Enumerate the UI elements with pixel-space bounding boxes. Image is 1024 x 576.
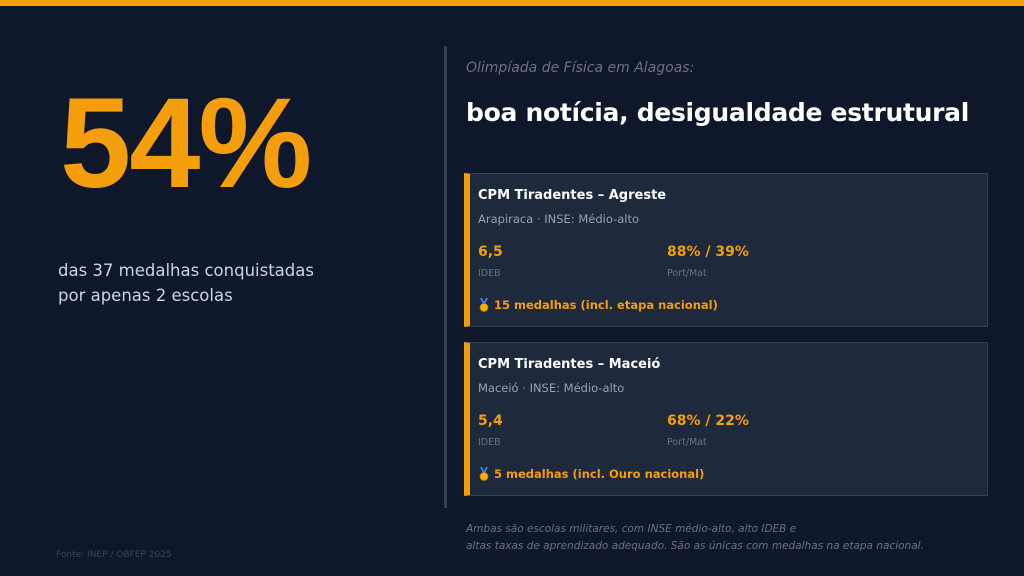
- metric-ideb: 5,4 IDEB: [478, 413, 503, 448]
- kicker-text: Olimpíada de Física em Alagoas:: [466, 60, 695, 76]
- card-title: CPM Tiradentes – Agreste: [478, 188, 667, 203]
- footnote-line-2: altas taxas de aprendizado adequado. São…: [466, 540, 924, 552]
- footnote: Ambas são escolas militares, com INSE mé…: [466, 521, 986, 555]
- top-accent-bar: [0, 0, 1024, 6]
- big-stat-percentage: 54%: [60, 72, 312, 215]
- card-title: CPM Tiradentes – Maceió: [478, 357, 661, 372]
- footnote-line-1: Ambas são escolas militares, com INSE mé…: [466, 523, 797, 535]
- metric-ideb-label: IDEB: [478, 268, 501, 279]
- card-subtitle: Maceió · INSE: Médio-alto: [478, 381, 625, 395]
- school-card-maceio: CPM Tiradentes – Maceió Maceió · INSE: M…: [464, 342, 988, 496]
- card-subtitle: Arapiraca · INSE: Médio-alto: [478, 212, 640, 226]
- stat-description-line-1: das 37 medalhas conquistadas: [58, 261, 314, 280]
- metric-ideb: 6,5 IDEB: [478, 244, 503, 279]
- stat-description: das 37 medalhas conquistadas por apenas …: [58, 258, 378, 308]
- medal-count-text: 5 medalhas (incl. Ouro nacional): [494, 467, 705, 481]
- metric-ideb-value: 6,5: [478, 244, 503, 260]
- medal-count: 5 medalhas (incl. Ouro nacional): [478, 467, 704, 481]
- vertical-divider: [444, 46, 447, 508]
- metric-port-mat-label: Port/Mat: [667, 268, 707, 279]
- medal-count-text: 15 medalhas (incl. etapa nacional): [494, 298, 718, 312]
- metric-port-mat-value: 68% / 22%: [667, 413, 749, 429]
- headline: boa notícia, desigualdade estrutural: [466, 98, 969, 127]
- metric-port-mat-value: 88% / 39%: [667, 244, 749, 260]
- metric-port-mat: 88% / 39% Port/Mat: [667, 244, 749, 279]
- source-note: Fonte: INEP / OBFEP 2025: [56, 550, 172, 560]
- metric-ideb-value: 5,4: [478, 413, 503, 429]
- school-card-agreste: CPM Tiradentes – Agreste Arapiraca · INS…: [464, 173, 988, 327]
- metric-ideb-label: IDEB: [478, 437, 501, 448]
- medal-count: 15 medalhas (incl. etapa nacional): [478, 298, 718, 312]
- metric-port-mat-label: Port/Mat: [667, 437, 707, 448]
- medal-icon: [479, 467, 489, 481]
- stat-description-line-2: por apenas 2 escolas: [58, 286, 233, 305]
- metric-port-mat: 68% / 22% Port/Mat: [667, 413, 749, 448]
- medal-icon: [479, 298, 489, 312]
